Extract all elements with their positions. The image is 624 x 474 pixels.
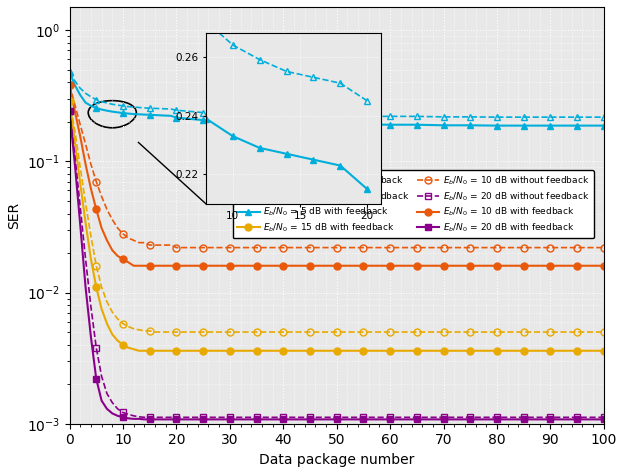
X-axis label: Data package number: Data package number xyxy=(259,453,414,467)
Legend: $E_b/N_0$ = 5 dB without feedback, $E_b/N_0$ = 15 dB without feedback, $E_b/N_0$: $E_b/N_0$ = 5 dB without feedback, $E_b/… xyxy=(233,170,594,238)
Y-axis label: SER: SER xyxy=(7,202,21,229)
